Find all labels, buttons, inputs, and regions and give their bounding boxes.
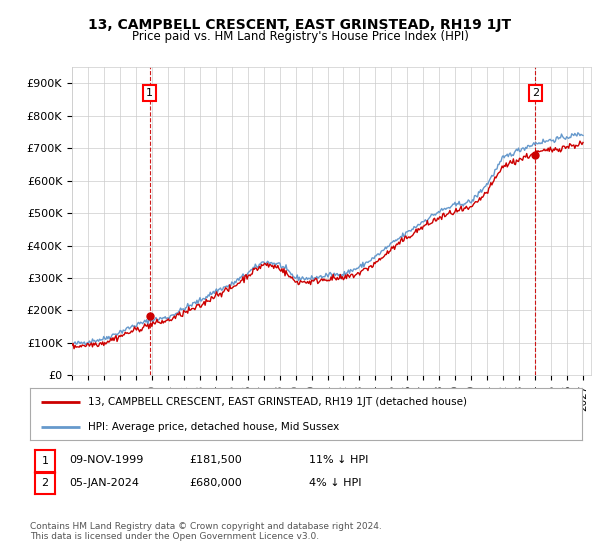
Text: 09-NOV-1999: 09-NOV-1999	[69, 455, 143, 465]
Text: £680,000: £680,000	[189, 478, 242, 488]
Text: 11% ↓ HPI: 11% ↓ HPI	[309, 455, 368, 465]
Text: 1: 1	[146, 88, 153, 98]
Text: 4% ↓ HPI: 4% ↓ HPI	[309, 478, 361, 488]
Text: Price paid vs. HM Land Registry's House Price Index (HPI): Price paid vs. HM Land Registry's House …	[131, 30, 469, 43]
Text: 2: 2	[41, 478, 49, 488]
Text: £181,500: £181,500	[189, 455, 242, 465]
Text: 13, CAMPBELL CRESCENT, EAST GRINSTEAD, RH19 1JT: 13, CAMPBELL CRESCENT, EAST GRINSTEAD, R…	[88, 18, 512, 32]
Text: 05-JAN-2024: 05-JAN-2024	[69, 478, 139, 488]
Text: Contains HM Land Registry data © Crown copyright and database right 2024.
This d: Contains HM Land Registry data © Crown c…	[30, 522, 382, 542]
Text: 1: 1	[41, 456, 49, 466]
Text: 2: 2	[532, 88, 539, 98]
Text: 13, CAMPBELL CRESCENT, EAST GRINSTEAD, RH19 1JT (detached house): 13, CAMPBELL CRESCENT, EAST GRINSTEAD, R…	[88, 397, 467, 407]
Text: HPI: Average price, detached house, Mid Sussex: HPI: Average price, detached house, Mid …	[88, 422, 339, 432]
